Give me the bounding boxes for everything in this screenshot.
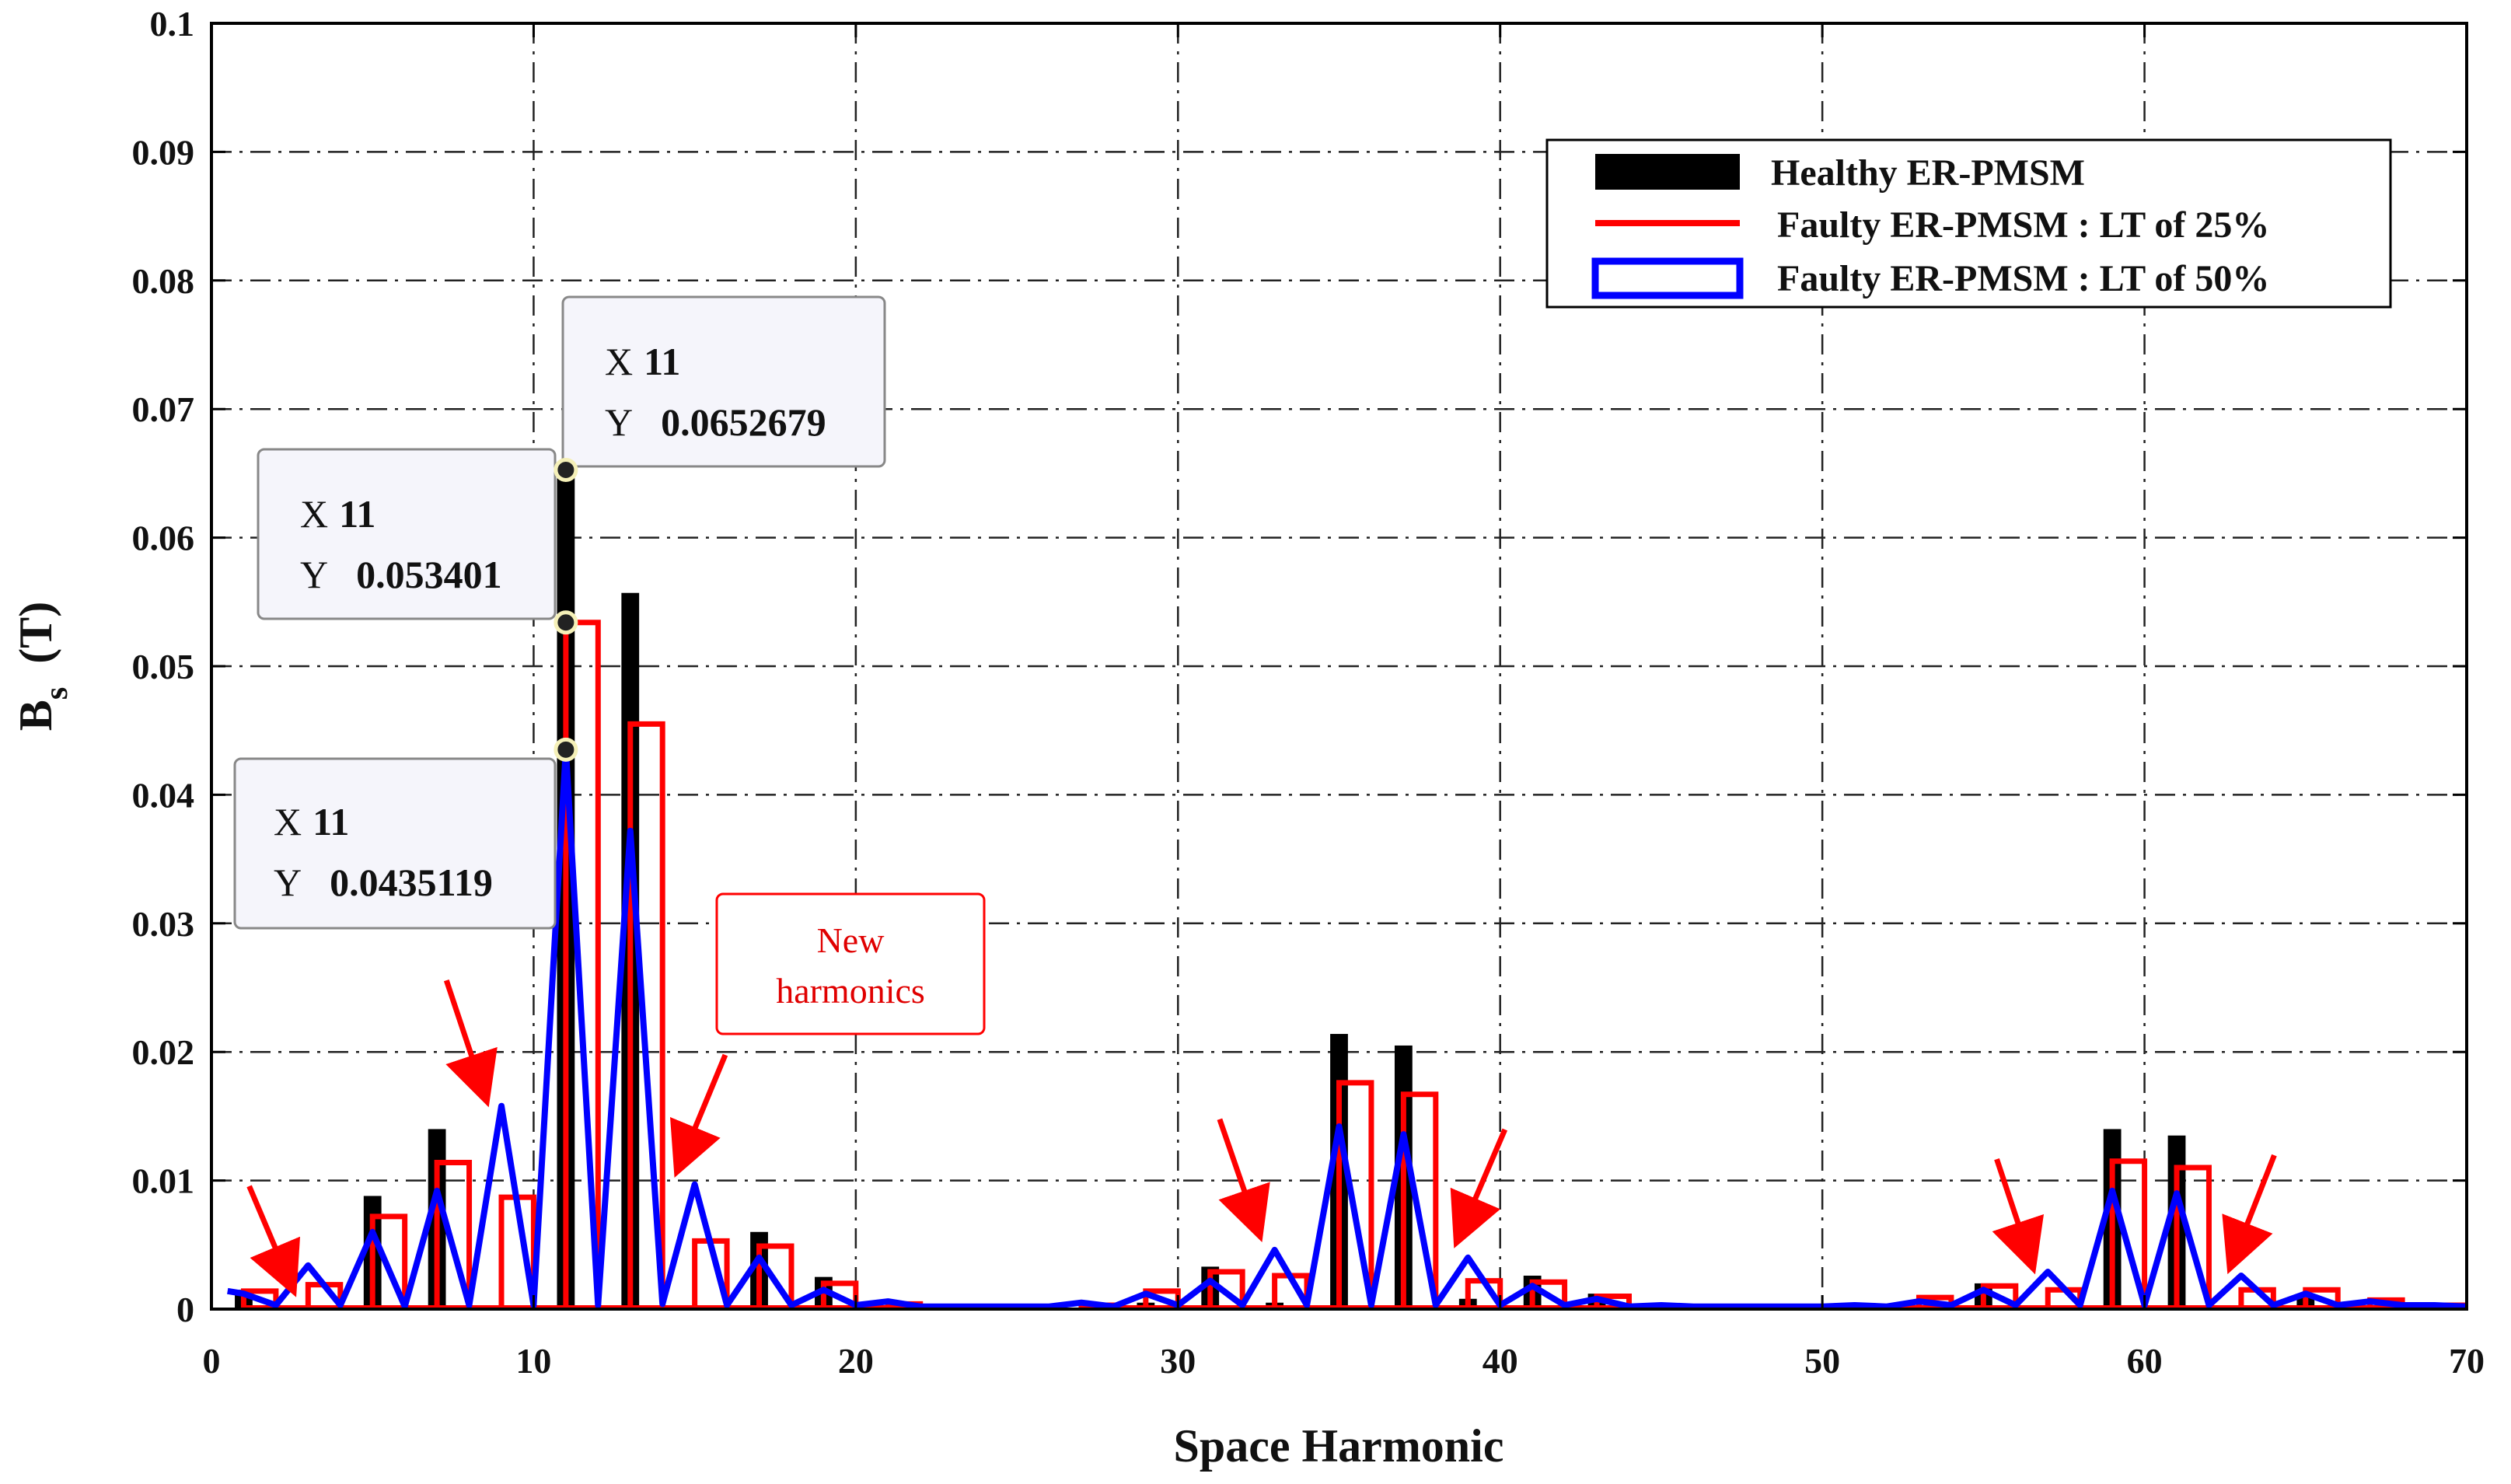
y-axis-unit: (T): [10, 602, 61, 664]
svg-text:X11: X 11: [300, 492, 375, 536]
arrow: [1217, 1118, 1270, 1242]
note-line-2: harmonics: [776, 971, 925, 1011]
note-line-1: New: [817, 920, 885, 960]
y-tick-label: 0.01: [132, 1161, 195, 1201]
svg-text:X11: X 11: [274, 800, 349, 843]
datatip-x-label: X: [605, 340, 633, 383]
datatip-x-value: 11: [313, 800, 349, 843]
x-tick-label: 60: [2127, 1341, 2163, 1381]
y-axis-title: Bs (T): [10, 602, 75, 731]
bar-lt25: [2174, 1165, 2212, 1309]
x-tick-label: 40: [1483, 1341, 1518, 1381]
datatip-x-label: X: [300, 492, 328, 536]
legend-label-lt25: Faulty ER-PMSM : LT of 25%: [1777, 204, 2269, 246]
datatip-y-value: 0.0652679: [661, 400, 826, 444]
datatip-box: [561, 295, 886, 468]
note-box: [715, 892, 986, 1035]
bar-lt25: [756, 1243, 795, 1309]
y-tick-label: 0.09: [132, 132, 195, 172]
line-lt50: [227, 746, 2467, 1309]
y-tick-label: 0: [176, 1290, 194, 1329]
x-tick-labels: 0 10 20 30 40 50 60 70: [203, 1341, 2485, 1381]
svg-text:Y0.0435119: Y 0.0435119: [274, 861, 493, 904]
datatip-y-label: Y: [274, 861, 302, 904]
y-axis-symbol: B: [10, 700, 61, 731]
bar-lt25: [1400, 1091, 1439, 1309]
annotation-arrows: [246, 979, 2277, 1297]
legend-swatch-lt50: [1591, 257, 1744, 299]
bar-lt25: [1336, 1080, 1374, 1309]
y-tick-label: 0.02: [132, 1032, 195, 1072]
bar-lt25: [434, 1159, 473, 1309]
x-tick-label: 0: [203, 1341, 221, 1381]
x-tick-label: 70: [2449, 1341, 2485, 1381]
svg-text:X11: X 11: [605, 340, 680, 383]
datatip-x-label: X: [274, 800, 302, 843]
bar-lt25: [627, 721, 665, 1309]
y-tick-labels: 0 0.01 0.02 0.03 0.04 0.05 0.06 0.07 0.08 0.09 0.1: [132, 4, 195, 1329]
bar-lt25: [563, 620, 601, 1309]
y-tick-label: 0.06: [132, 519, 195, 558]
lt50-series: [227, 746, 2467, 1309]
svg-text:Y0.0652679: Y 0.0652679: [605, 400, 826, 444]
datatip-x-value: 11: [339, 492, 375, 536]
arrow: [246, 1185, 301, 1297]
datatip-healthy: X 11 Y 0.0652679: [561, 295, 886, 468]
bar-lt25: [2109, 1158, 2148, 1309]
bar-lt25: [1594, 1293, 1632, 1309]
y-tick-label: 0.1: [150, 4, 195, 44]
datatip-marker: [554, 737, 578, 762]
x-tick-label: 50: [1804, 1341, 1840, 1381]
legend-swatch-healthy: [1595, 154, 1740, 190]
datatip-y-value: 0.053401: [356, 553, 502, 596]
axis-ticks: [210, 22, 2468, 1311]
datatip-y-label: Y: [300, 553, 328, 596]
arrow: [1450, 1128, 1508, 1248]
datatip-marker: [554, 610, 578, 635]
y-tick-label: 0.07: [132, 389, 195, 429]
x-tick-label: 10: [515, 1341, 551, 1381]
legend-label-healthy: Healthy ER-PMSM: [1771, 152, 2085, 194]
bar-lt25: [369, 1213, 408, 1309]
datatip-y-label: Y: [605, 400, 633, 444]
legend: Healthy ER-PMSM Faulty ER-PMSM : LT of 2…: [1545, 138, 2392, 309]
y-tick-label: 0.05: [132, 647, 195, 686]
datatip-markers: [554, 457, 578, 762]
svg-text:Bs(T): Bs (T): [10, 602, 75, 731]
arrow: [1992, 1158, 2045, 1275]
bar-lt25: [1529, 1279, 1568, 1309]
datatip-box: [233, 757, 557, 930]
x-tick-label: 30: [1160, 1341, 1196, 1381]
bar-lt25: [2303, 1287, 2341, 1309]
legend-label-lt50: Faulty ER-PMSM : LT of 50%: [1777, 258, 2269, 299]
bar-lt25: [1207, 1269, 1245, 1309]
arrow: [2222, 1154, 2277, 1275]
datatip-marker: [554, 457, 578, 482]
arrow: [443, 979, 498, 1108]
x-tick-label: 20: [838, 1341, 874, 1381]
x-axis-title: Space Harmonic: [1174, 1420, 1504, 1472]
y-tick-label: 0.03: [132, 904, 195, 944]
datatip-box: [257, 448, 557, 620]
svg-text:Y0.053401: Y 0.053401: [300, 553, 502, 596]
datatip-lt25: X 11 Y 0.053401: [257, 448, 557, 620]
datatip-lt50: X 11 Y 0.0435119: [233, 757, 557, 930]
datatip-x-value: 11: [644, 340, 680, 383]
y-axis-subscript: s: [39, 687, 75, 700]
bar-lt25: [1980, 1283, 2019, 1309]
y-tick-label: 0.08: [132, 261, 195, 301]
y-tick-label: 0.04: [132, 775, 195, 815]
datatip-y-value: 0.0435119: [330, 861, 493, 904]
arrow: [669, 1053, 728, 1178]
new-harmonics-note: New harmonics: [715, 892, 986, 1035]
